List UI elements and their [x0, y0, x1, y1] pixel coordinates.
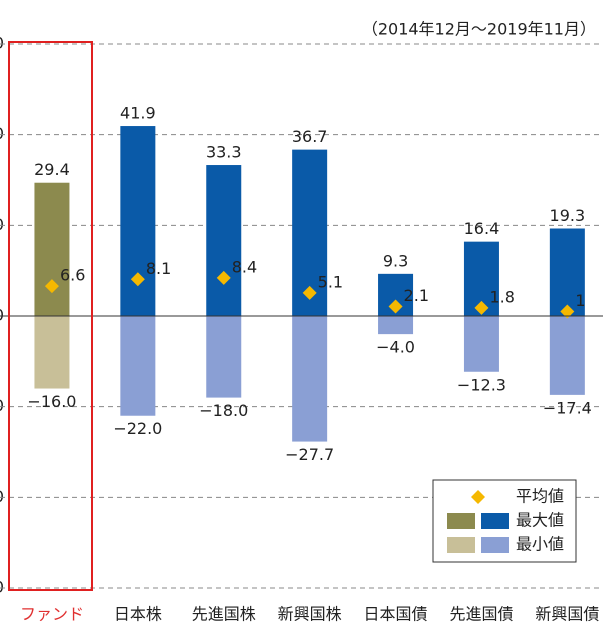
x-tick-label: 日本株 [114, 605, 162, 624]
bar [549, 228, 585, 316]
legend-swatch [481, 513, 509, 529]
y-tick-label: -40 [0, 487, 4, 506]
bar [120, 316, 156, 416]
chart-subtitle: （2014年12月～2019年11月） [362, 20, 596, 39]
average-marker [130, 272, 145, 287]
average-label: 5.1 [318, 272, 343, 291]
bar [34, 182, 70, 316]
average-label: 8.4 [232, 257, 257, 276]
average-marker [216, 270, 231, 285]
value-label: 29.4 [34, 160, 70, 179]
value-label: 33.3 [206, 143, 242, 162]
y-tick-label: 60 [0, 34, 4, 53]
y-tick-label: 20 [0, 215, 4, 234]
x-tick-label: 新興国株 [278, 605, 342, 624]
average-label: 6.6 [60, 266, 85, 285]
value-label: −18.0 [199, 401, 248, 420]
value-label: −12.3 [457, 375, 506, 394]
legend-label: 最大値 [516, 511, 564, 530]
average-marker [302, 285, 317, 300]
bar [292, 316, 328, 442]
average-label: 2.1 [404, 286, 429, 305]
value-label: −17.4 [543, 398, 592, 417]
value-label: −4.0 [376, 338, 415, 357]
average-label: 1 [575, 291, 585, 310]
bar [549, 316, 585, 395]
highlight-box [8, 41, 93, 591]
legend-swatch [447, 513, 475, 529]
bar [34, 316, 70, 389]
value-label: 41.9 [120, 104, 156, 123]
x-tick-label: 先進国債 [449, 605, 513, 624]
y-tick-label: -20 [0, 396, 4, 415]
bar [463, 316, 499, 372]
average-label: 1.8 [489, 287, 514, 306]
y-tick-label: 0 [0, 306, 4, 325]
value-label: −22.0 [113, 419, 162, 438]
value-label: 19.3 [550, 206, 586, 225]
bar [120, 126, 156, 316]
legend-label: 最小値 [516, 535, 564, 554]
average-marker [474, 300, 489, 315]
value-label: 16.4 [464, 219, 500, 238]
y-tick-label: 40 [0, 124, 4, 143]
legend-marker [471, 490, 485, 504]
x-tick-label: ファンド [20, 605, 84, 624]
legend-swatch [447, 537, 475, 553]
value-label: −16.0 [27, 392, 76, 411]
average-marker [44, 279, 59, 294]
average-marker [388, 299, 403, 314]
legend-swatch [481, 537, 509, 553]
x-tick-label: 新興国債 [535, 605, 599, 624]
value-label: 36.7 [292, 127, 328, 146]
x-tick-label: 先進国株 [192, 605, 256, 624]
value-label: −27.7 [285, 445, 334, 464]
y-tick-label: -60 [0, 578, 4, 597]
average-label: 8.1 [146, 259, 171, 278]
average-marker [560, 304, 575, 319]
bar [206, 316, 242, 398]
bar [206, 165, 242, 316]
bar [378, 316, 414, 335]
legend-label: 平均値 [516, 487, 564, 506]
value-label: 9.3 [383, 251, 408, 270]
x-tick-label: 日本国債 [364, 605, 428, 624]
